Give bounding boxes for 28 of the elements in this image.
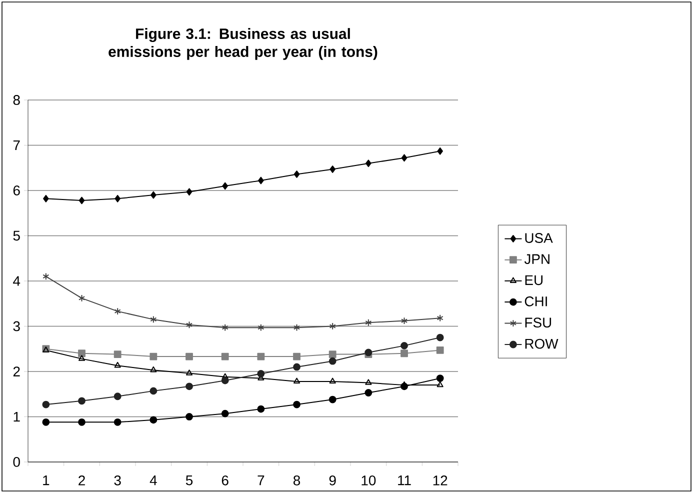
y-tick-label: 2	[13, 366, 20, 376]
y-tick-label: 7	[13, 140, 20, 150]
y-tick-label: 4	[13, 276, 20, 286]
x-tick-label: 2	[78, 475, 85, 486]
x-tick-label: 8	[293, 475, 300, 486]
legend-label: CHI	[524, 296, 547, 306]
legend-label: JPN	[524, 254, 550, 264]
legend-label: ROW	[525, 338, 558, 349]
x-tick-label: 11	[398, 476, 411, 486]
y-tick-label: 6	[13, 186, 20, 196]
x-tick-label: 4	[150, 476, 157, 486]
legend-label: FSU	[525, 318, 552, 328]
x-tick-label: 1	[43, 476, 50, 486]
x-tick-label: 12	[433, 475, 448, 486]
y-tick-label: 3	[13, 321, 20, 332]
y-tick-label: 0	[13, 457, 20, 467]
y-tick-label: 1	[14, 412, 20, 422]
y-tick-label: 5	[13, 230, 20, 241]
x-tick-label: 3	[114, 475, 121, 486]
x-tick-label: 9	[329, 475, 336, 486]
x-tick-label: 5	[186, 476, 193, 486]
chart-title: Figure 3.1: Business as usual emissions per head per year (in tons)	[108, 28, 378, 60]
x-tick-label: 6	[222, 475, 228, 486]
legend-label: EU	[525, 275, 543, 286]
y-tick-label: 8	[13, 95, 20, 105]
x-tick-label: 7	[258, 476, 264, 486]
legend-label: USA	[525, 233, 553, 243]
x-tick-label: 10	[362, 475, 376, 486]
